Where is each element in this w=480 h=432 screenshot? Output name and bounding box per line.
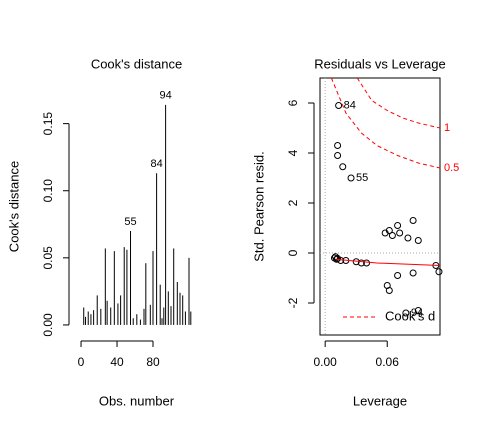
cooks-contour bbox=[330, 78, 440, 169]
point bbox=[404, 234, 412, 242]
plot-frame bbox=[319, 77, 441, 336]
point bbox=[337, 257, 345, 264]
y-axis-label: Std. Pearson resid. bbox=[251, 151, 266, 262]
point-label: 55 bbox=[124, 216, 136, 228]
x-tick-label: 0 bbox=[78, 355, 85, 369]
y-tick-label: 0 bbox=[286, 249, 300, 256]
point bbox=[385, 227, 393, 234]
contour-label: 1 bbox=[444, 122, 450, 134]
legend-label: Cook's d bbox=[385, 308, 435, 323]
point bbox=[335, 102, 343, 109]
y-tick-label: 2 bbox=[286, 199, 300, 206]
y-tick-label: 0.05 bbox=[41, 246, 55, 270]
y-tick-label: 6 bbox=[286, 99, 300, 106]
x-tick-label: 0.00 bbox=[313, 355, 337, 369]
x-tick-label: 80 bbox=[146, 355, 160, 369]
x-axis-label: Obs. number bbox=[99, 393, 175, 408]
point bbox=[388, 232, 396, 239]
point bbox=[414, 237, 422, 244]
point bbox=[394, 272, 402, 279]
point bbox=[409, 269, 417, 277]
point bbox=[414, 307, 422, 314]
point bbox=[396, 229, 404, 237]
cooks-contour bbox=[356, 78, 440, 129]
y-tick-label: 4 bbox=[286, 149, 300, 156]
smooth-line bbox=[335, 258, 440, 266]
point-label: 84 bbox=[344, 99, 356, 111]
point bbox=[339, 163, 347, 171]
contour-label: 0.5 bbox=[444, 162, 459, 174]
x-axis-label: Leverage bbox=[353, 393, 407, 408]
y-tick-label: 0.00 bbox=[41, 313, 55, 337]
x-tick-label: 0.06 bbox=[376, 355, 400, 369]
point bbox=[363, 259, 371, 267]
point bbox=[435, 268, 443, 276]
point bbox=[334, 142, 342, 149]
point bbox=[402, 309, 410, 317]
y-tick-label: -2 bbox=[286, 297, 300, 308]
point bbox=[334, 152, 342, 159]
y-tick-label: 0.10 bbox=[41, 179, 55, 203]
point-label: 94 bbox=[159, 90, 171, 102]
point-label: 55 bbox=[356, 172, 368, 184]
point bbox=[394, 222, 402, 229]
point bbox=[409, 217, 417, 224]
chart-title: Cook's distance bbox=[91, 56, 182, 71]
point-label: 84 bbox=[150, 158, 162, 170]
chart-title: Residuals vs Leverage bbox=[314, 56, 446, 71]
x-tick-label: 40 bbox=[110, 355, 124, 369]
point bbox=[385, 287, 393, 294]
point bbox=[357, 259, 365, 267]
y-axis-label: Cook's distance bbox=[6, 161, 21, 252]
y-tick-label: 0.15 bbox=[41, 112, 55, 136]
point bbox=[347, 174, 355, 182]
